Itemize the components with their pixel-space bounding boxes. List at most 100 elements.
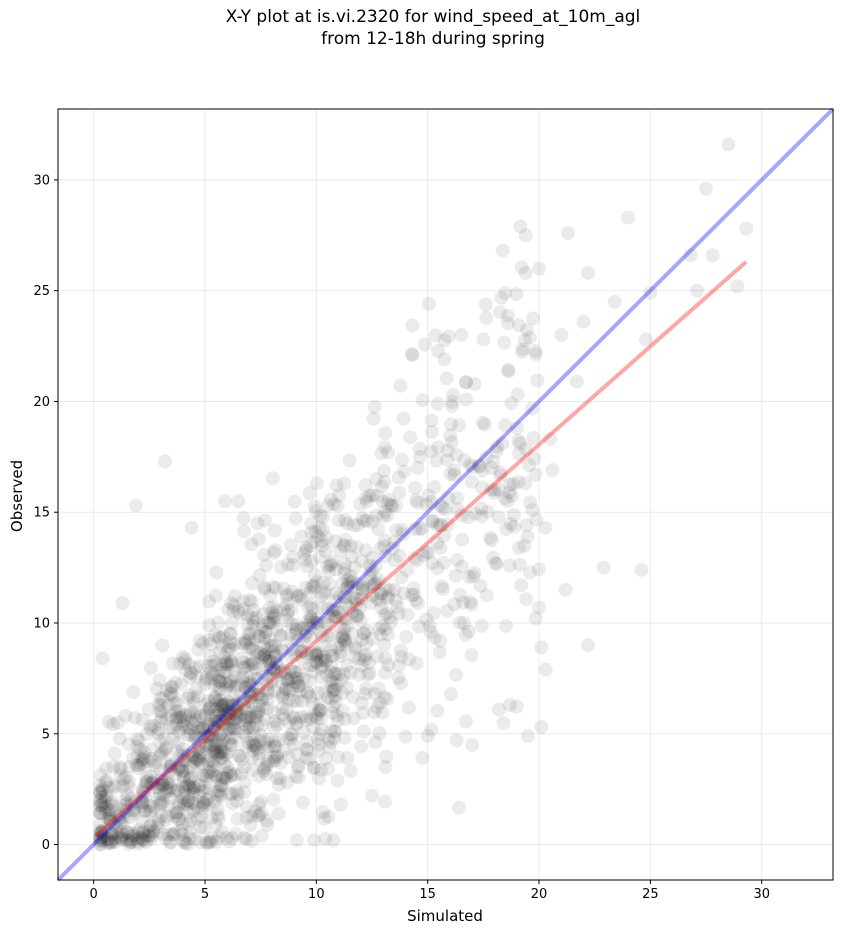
scatter-point	[252, 568, 267, 583]
scatter-point	[511, 433, 526, 448]
scatter-point	[220, 711, 235, 726]
scatter-point	[308, 525, 323, 540]
scatter-point	[576, 314, 591, 329]
scatter-point	[473, 578, 488, 593]
scatter-point	[325, 705, 340, 720]
scatter-point	[155, 827, 170, 842]
scatter-point	[188, 750, 203, 765]
scatter-point	[175, 779, 190, 794]
scatter-point	[288, 674, 303, 689]
scatter-point	[275, 707, 290, 722]
scatter-point	[274, 560, 289, 575]
scatter-point	[139, 774, 154, 789]
scatter-point	[526, 311, 541, 326]
scatter-point	[311, 743, 326, 758]
scatter-point	[253, 728, 268, 743]
scatter-point	[344, 579, 359, 594]
scatter-point	[441, 517, 456, 532]
scatter-point	[244, 594, 259, 609]
scatter-point	[449, 667, 464, 682]
scatter-point	[100, 831, 115, 846]
scatter-point	[266, 545, 281, 560]
scatter-point	[107, 778, 122, 793]
scatter-point	[454, 327, 469, 342]
scatter-point	[307, 499, 322, 514]
x-tick-label: 25	[642, 887, 659, 902]
scatter-point	[325, 602, 340, 617]
scatter-point	[165, 679, 180, 694]
scatter-point	[431, 440, 446, 455]
scatter-point	[213, 727, 228, 742]
scatter-point	[187, 705, 202, 720]
scatter-point	[512, 557, 527, 572]
scatter-point	[200, 836, 215, 851]
scatter-point	[425, 513, 440, 528]
scatter-point	[410, 460, 425, 475]
scatter-point	[227, 637, 242, 652]
scatter-point	[185, 749, 200, 764]
scatter-point	[258, 650, 273, 665]
scatter-point	[285, 584, 300, 599]
scatter-point	[101, 836, 116, 851]
scatter-point	[310, 616, 325, 631]
scatter-point	[359, 543, 374, 558]
scatter-point	[173, 823, 188, 838]
scatter-point	[135, 795, 150, 810]
scatter-point	[354, 553, 369, 568]
scatter-point	[104, 811, 119, 826]
scatter-point	[358, 681, 373, 696]
scatter-point	[287, 711, 302, 726]
scatter-point	[474, 618, 489, 633]
scatter-point	[407, 587, 422, 602]
scatter-point	[124, 797, 139, 812]
scatter-point	[307, 615, 322, 630]
scatter-point	[236, 602, 251, 617]
scatter-point	[93, 786, 108, 801]
scatter-point	[110, 715, 125, 730]
scatter-point	[206, 654, 221, 669]
scatter-point	[318, 653, 333, 668]
scatter-point	[156, 777, 171, 792]
regression-line	[94, 260, 748, 838]
x-tick-label: 15	[419, 887, 436, 902]
scatter-point	[324, 679, 339, 694]
scatter-point	[158, 813, 173, 828]
scatter-point	[306, 720, 321, 735]
scatter-point	[252, 807, 267, 822]
scatter-point	[329, 478, 344, 493]
scatter-point	[333, 644, 348, 659]
scatter-point	[153, 777, 168, 792]
scatter-point	[95, 651, 110, 666]
scatter-point	[113, 807, 128, 822]
scatter-point	[254, 828, 269, 843]
scatter-point	[93, 826, 108, 841]
scatter-point	[218, 494, 233, 509]
scatter-point	[95, 781, 110, 796]
scatter-point	[93, 833, 108, 848]
scatter-point	[456, 615, 471, 630]
scatter-point	[199, 768, 214, 783]
scatter-point	[381, 658, 396, 673]
scatter-point	[214, 698, 229, 713]
scatter-point	[337, 476, 352, 491]
scatter-point	[137, 750, 152, 765]
scatter-point	[94, 825, 109, 840]
scatter-point	[246, 721, 261, 736]
scatter-point	[118, 793, 133, 808]
scatter-point	[280, 671, 295, 686]
scatter-point	[354, 739, 369, 754]
scatter-point	[310, 529, 325, 544]
scatter-point	[531, 562, 546, 577]
scatter-point	[269, 604, 284, 619]
scatter-point	[405, 348, 420, 363]
scatter-point	[324, 492, 339, 507]
scatter-point	[93, 830, 108, 845]
scatter-point	[234, 651, 249, 666]
scatter-point	[476, 332, 491, 347]
scatter-point	[268, 543, 283, 558]
scatter-point	[404, 588, 419, 603]
scatter-point	[511, 474, 526, 489]
scatter-point	[164, 708, 179, 723]
scatter-point	[310, 685, 325, 700]
scatter-point	[319, 531, 334, 546]
